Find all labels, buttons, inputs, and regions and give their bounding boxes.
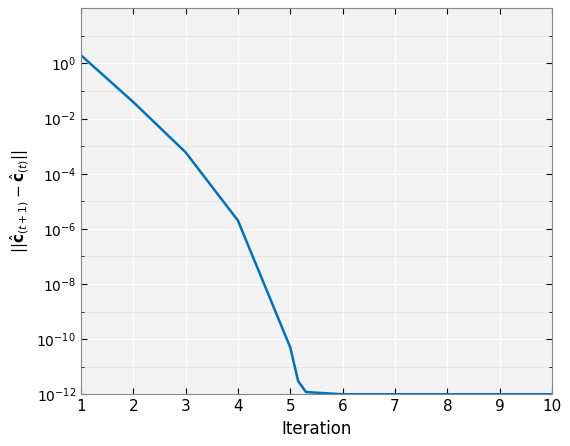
X-axis label: Iteration: Iteration (281, 420, 352, 438)
Y-axis label: $||\hat{\mathbf{c}}_{(t+1)} - \hat{\mathbf{c}}_{(t)}||$: $||\hat{\mathbf{c}}_{(t+1)} - \hat{\math… (9, 149, 31, 253)
